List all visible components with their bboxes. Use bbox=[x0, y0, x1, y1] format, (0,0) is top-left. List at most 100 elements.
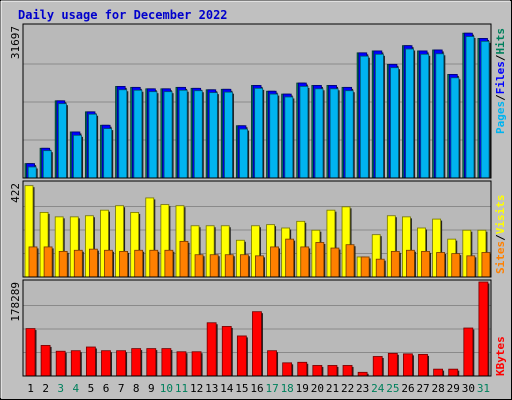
bar-kbytes-day-5 bbox=[85, 346, 96, 377]
bar-sites-day-13 bbox=[209, 254, 219, 278]
panel-top-border bbox=[22, 23, 492, 179]
bar-sites-day-23 bbox=[360, 256, 370, 278]
chart-title: Daily usage for December 2022 bbox=[18, 8, 228, 22]
bar-kbytes-day-19 bbox=[297, 361, 308, 377]
bar-sites-day-26 bbox=[406, 249, 415, 278]
bar-sites-day-24 bbox=[375, 258, 385, 278]
bar-pages-day-11 bbox=[178, 89, 188, 179]
bar-pages-day-21 bbox=[329, 88, 339, 179]
bar-kbytes-day-21 bbox=[327, 365, 338, 377]
bar-pages-day-20 bbox=[314, 88, 324, 179]
bar-sites-day-20 bbox=[315, 242, 325, 278]
x-tick-label: 2 bbox=[42, 382, 49, 395]
bar-sites-day-15 bbox=[239, 254, 249, 278]
bar-kbytes-day-28 bbox=[433, 368, 444, 377]
bar-kbytes-day-24 bbox=[372, 356, 383, 377]
x-axis-labels: 1 2 3 4 5 6 7 8 9 10 11 12 13 14 15 16 17 18 19 20 21 22 23 24 2… bbox=[27, 382, 490, 395]
bar-pages-day-7 bbox=[118, 89, 128, 179]
x-tick-label: 21 bbox=[326, 382, 339, 395]
bar-sites-day-17 bbox=[270, 246, 279, 278]
bar-pages-day-9 bbox=[148, 91, 158, 179]
x-tick-label: 5 bbox=[88, 382, 95, 395]
bar-sites-day-11 bbox=[179, 240, 189, 278]
x-tick-label: 7 bbox=[118, 382, 125, 395]
bar-pages-day-29 bbox=[450, 77, 460, 179]
bars-layer bbox=[24, 32, 492, 377]
x-tick-label: 18 bbox=[281, 382, 294, 395]
bottom-ymax-label: 178289 bbox=[9, 282, 22, 322]
x-tick-label: 15 bbox=[235, 382, 248, 395]
bar-pages-day-24 bbox=[375, 53, 384, 179]
bar-sites-day-18 bbox=[285, 238, 295, 278]
bar-sites-day-1 bbox=[28, 246, 38, 278]
bar-kbytes-day-22 bbox=[342, 365, 353, 377]
bar-sites-day-9 bbox=[149, 249, 159, 278]
legend-pages: Pages bbox=[494, 101, 507, 134]
bar-pages-day-5 bbox=[88, 113, 97, 179]
bar-sites-day-4 bbox=[73, 249, 83, 278]
bar-pages-day-10 bbox=[163, 91, 173, 179]
bar-kbytes-day-17 bbox=[267, 350, 277, 377]
bar-pages-day-19 bbox=[299, 86, 309, 179]
x-tick-label: 20 bbox=[311, 382, 324, 395]
bar-kbytes-day-6 bbox=[101, 350, 111, 377]
x-tick-label: 1 bbox=[27, 382, 34, 395]
bar-pages-day-15 bbox=[239, 128, 248, 179]
legend-kbytes: KBytes bbox=[494, 336, 507, 376]
bar-kbytes-day-31 bbox=[478, 281, 489, 377]
bar-kbytes-day-13 bbox=[206, 322, 217, 377]
bar-pages-day-4 bbox=[73, 134, 82, 179]
bar-kbytes-day-3 bbox=[55, 350, 66, 377]
panel-bottom-border bbox=[22, 279, 492, 377]
middle-ymax-label: 422 bbox=[9, 183, 22, 203]
bar-sites-day-7 bbox=[119, 250, 128, 278]
bar-pages-day-12 bbox=[193, 90, 203, 179]
bar-pages-day-26 bbox=[405, 48, 415, 179]
x-tick-label: 28 bbox=[432, 382, 445, 395]
bar-pages-day-23 bbox=[359, 55, 369, 179]
bar-kbytes-day-16 bbox=[252, 311, 262, 377]
x-tick-label: 27 bbox=[416, 382, 429, 395]
bar-pages-day-16 bbox=[254, 87, 264, 179]
bar-kbytes-day-14 bbox=[221, 326, 232, 377]
x-tick-label: 22 bbox=[341, 382, 354, 395]
bar-kbytes-day-10 bbox=[161, 348, 172, 377]
x-tick-label: 17 bbox=[265, 382, 278, 395]
bar-sites-day-27 bbox=[421, 250, 430, 278]
x-tick-label: 19 bbox=[296, 382, 309, 395]
x-tick-label: 23 bbox=[356, 382, 369, 395]
legend-sites: Sites bbox=[494, 241, 507, 274]
bar-pages-day-8 bbox=[133, 89, 143, 179]
legend-files: Files bbox=[494, 61, 507, 94]
bar-kbytes-day-11 bbox=[176, 351, 187, 377]
bar-kbytes-day-23 bbox=[357, 371, 368, 377]
legend-visits: Visits bbox=[494, 195, 507, 235]
legend-hits: Hits bbox=[494, 28, 507, 55]
x-tick-label: 10 bbox=[160, 382, 173, 395]
bottom-series-legend: KBytes bbox=[494, 336, 507, 376]
x-tick-label: 11 bbox=[175, 382, 188, 395]
top-series-legend: Pages/Files/Hits bbox=[494, 28, 507, 134]
bar-pages-day-28 bbox=[435, 53, 445, 179]
bar-pages-day-30 bbox=[465, 36, 475, 179]
bar-sites-day-25 bbox=[390, 250, 400, 278]
x-tick-label: 14 bbox=[220, 382, 234, 395]
bar-pages-day-3 bbox=[57, 103, 67, 179]
bar-pages-day-2 bbox=[42, 150, 52, 179]
bar-sites-day-30 bbox=[466, 255, 476, 278]
bar-sites-day-28 bbox=[436, 252, 446, 278]
bar-sites-day-19 bbox=[300, 246, 310, 278]
bar-kbytes-day-7 bbox=[116, 350, 126, 377]
x-tick-label: 25 bbox=[386, 382, 399, 395]
bar-kbytes-day-9 bbox=[146, 348, 157, 377]
x-tick-label: 4 bbox=[73, 382, 80, 395]
bar-kbytes-day-4 bbox=[70, 350, 81, 377]
bar-pages-day-13 bbox=[208, 92, 218, 179]
x-tick-label: 31 bbox=[477, 382, 490, 395]
x-tick-label: 13 bbox=[205, 382, 218, 395]
bar-kbytes-day-29 bbox=[448, 368, 459, 377]
bar-sites-day-3 bbox=[58, 250, 68, 278]
bar-kbytes-day-25 bbox=[387, 352, 398, 377]
bar-pages-day-18 bbox=[284, 96, 294, 179]
